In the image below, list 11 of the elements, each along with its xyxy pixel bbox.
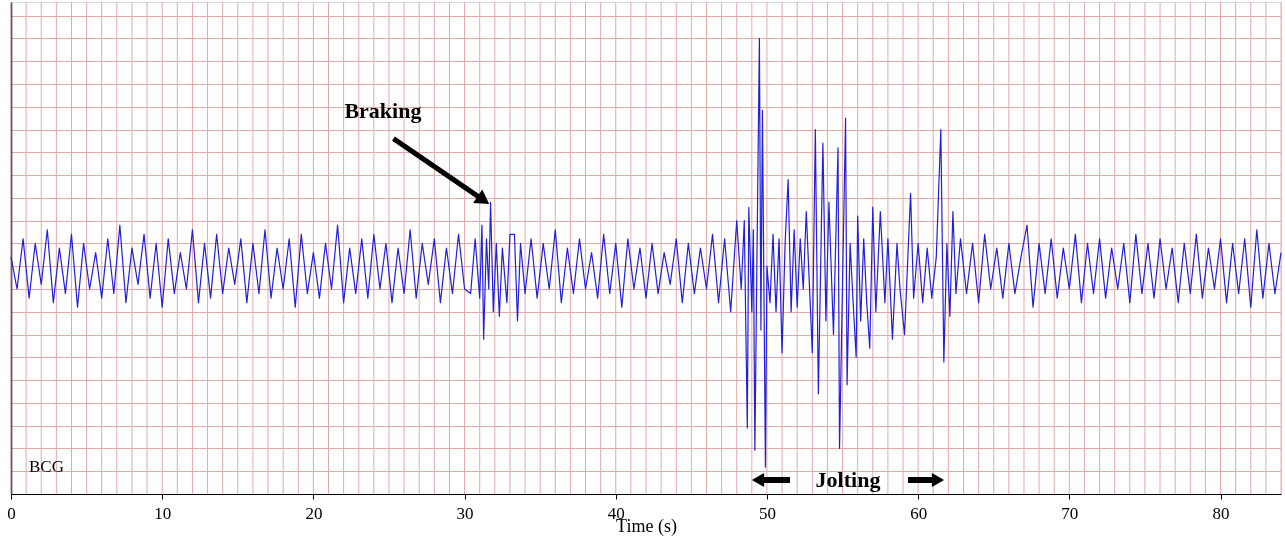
x-tick-label: 20 <box>305 503 323 523</box>
x-tick-label: 50 <box>758 503 776 523</box>
annotation: Braking <box>344 98 422 124</box>
x-tick-label: 60 <box>910 503 928 523</box>
annotation: BCG <box>29 457 64 476</box>
x-tick-label: 30 <box>456 503 474 523</box>
annotation: Jolting <box>815 467 881 492</box>
x-tick-label: 0 <box>7 503 16 523</box>
x-tick-label: 10 <box>154 503 172 523</box>
x-tick-label: 80 <box>1212 503 1230 523</box>
x-tick-label: 70 <box>1061 503 1079 523</box>
